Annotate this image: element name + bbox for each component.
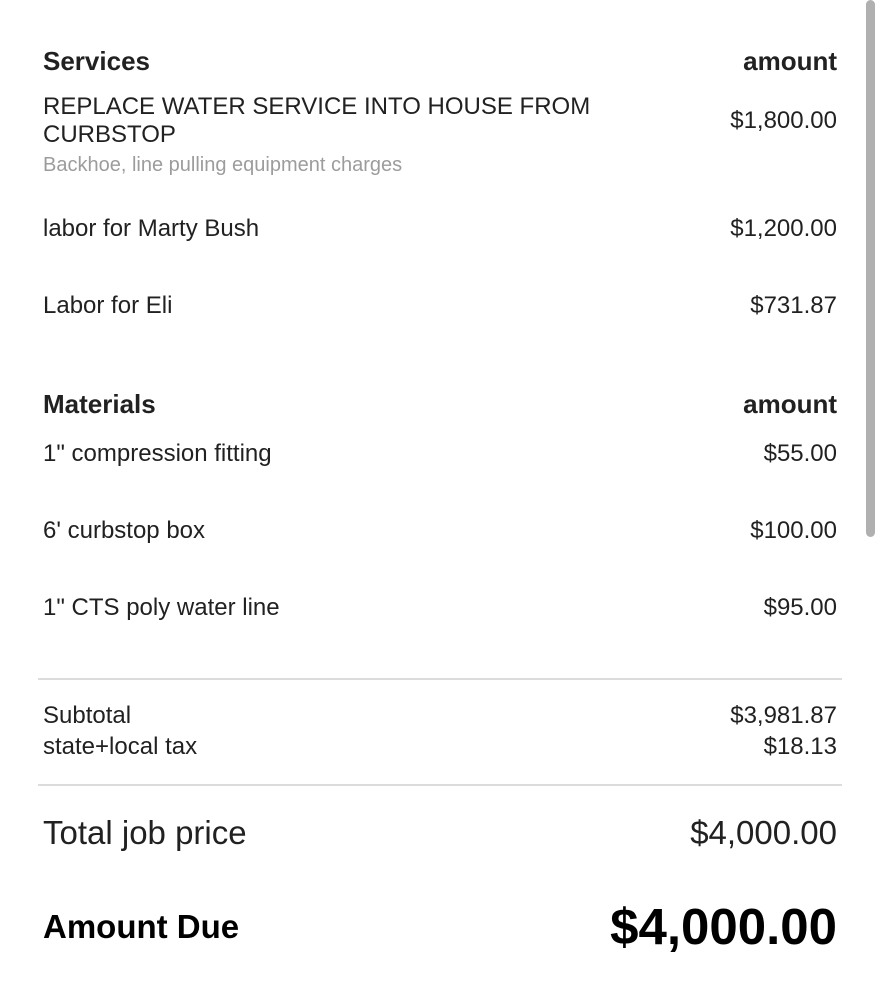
service-item-description-text: Backhoe, line pulling equipment charges <box>43 154 403 176</box>
material-item-amount: $55.00 <box>763 440 837 467</box>
service-item-amount: $1,800.00 <box>730 106 837 134</box>
service-item-description: Backhoe, line pulling equipment charges <box>43 154 837 177</box>
amount-due-label: Amount Due <box>43 908 240 946</box>
subtotal-divider <box>38 678 842 680</box>
amount-due-value: $4,000.00 <box>610 898 837 955</box>
material-item-name: 1" CTS poly water line <box>43 594 280 621</box>
total-label: Total job price <box>43 814 247 851</box>
tax-value: $18.13 <box>763 733 837 760</box>
material-line-item: 1" CTS poly water line $95.00 <box>43 594 837 622</box>
service-line-item: REPLACE WATER SERVICE INTO HOUSE FROM CU… <box>43 93 837 148</box>
service-line-item: labor for Marty Bush $1,200.00 <box>43 215 837 243</box>
service-item-amount: $731.87 <box>750 292 837 319</box>
vertical-scrollbar-thumb[interactable] <box>866 0 875 537</box>
services-title: Services <box>43 46 150 76</box>
material-line-item: 6' curbstop box $100.00 <box>43 517 837 545</box>
subtotal-row: Subtotal $3,981.87 <box>43 702 837 730</box>
service-item-name: Labor for Eli <box>43 292 173 319</box>
material-line-item: 1" compression fitting $55.00 <box>43 440 837 468</box>
services-amount-column-header: amount <box>743 46 837 76</box>
total-value: $4,000.00 <box>690 814 837 851</box>
subtotal-label: Subtotal <box>43 702 132 729</box>
total-divider <box>38 784 842 786</box>
total-row: Total job price $4,000.00 <box>43 814 837 852</box>
materials-section-header: Materials amount <box>43 389 837 420</box>
material-item-name: 6' curbstop box <box>43 517 206 544</box>
subtotal-value: $3,981.87 <box>730 702 837 729</box>
amount-due-row: Amount Due $4,000.00 <box>43 898 837 957</box>
material-item-amount: $100.00 <box>750 517 837 544</box>
service-item-amount: $1,200.00 <box>730 215 837 242</box>
service-item-name: REPLACE WATER SERVICE INTO HOUSE FROM CU… <box>43 93 591 148</box>
tax-label: state+local tax <box>43 733 198 760</box>
materials-amount-column-header: amount <box>743 389 837 419</box>
service-item-name: labor for Marty Bush <box>43 215 260 242</box>
material-item-name: 1" compression fitting <box>43 440 272 467</box>
tax-row: state+local tax $18.13 <box>43 733 837 761</box>
service-line-item: Labor for Eli $731.87 <box>43 292 837 320</box>
material-item-amount: $95.00 <box>763 594 837 621</box>
services-section-header: Services amount <box>43 46 837 77</box>
materials-title: Materials <box>43 389 156 419</box>
